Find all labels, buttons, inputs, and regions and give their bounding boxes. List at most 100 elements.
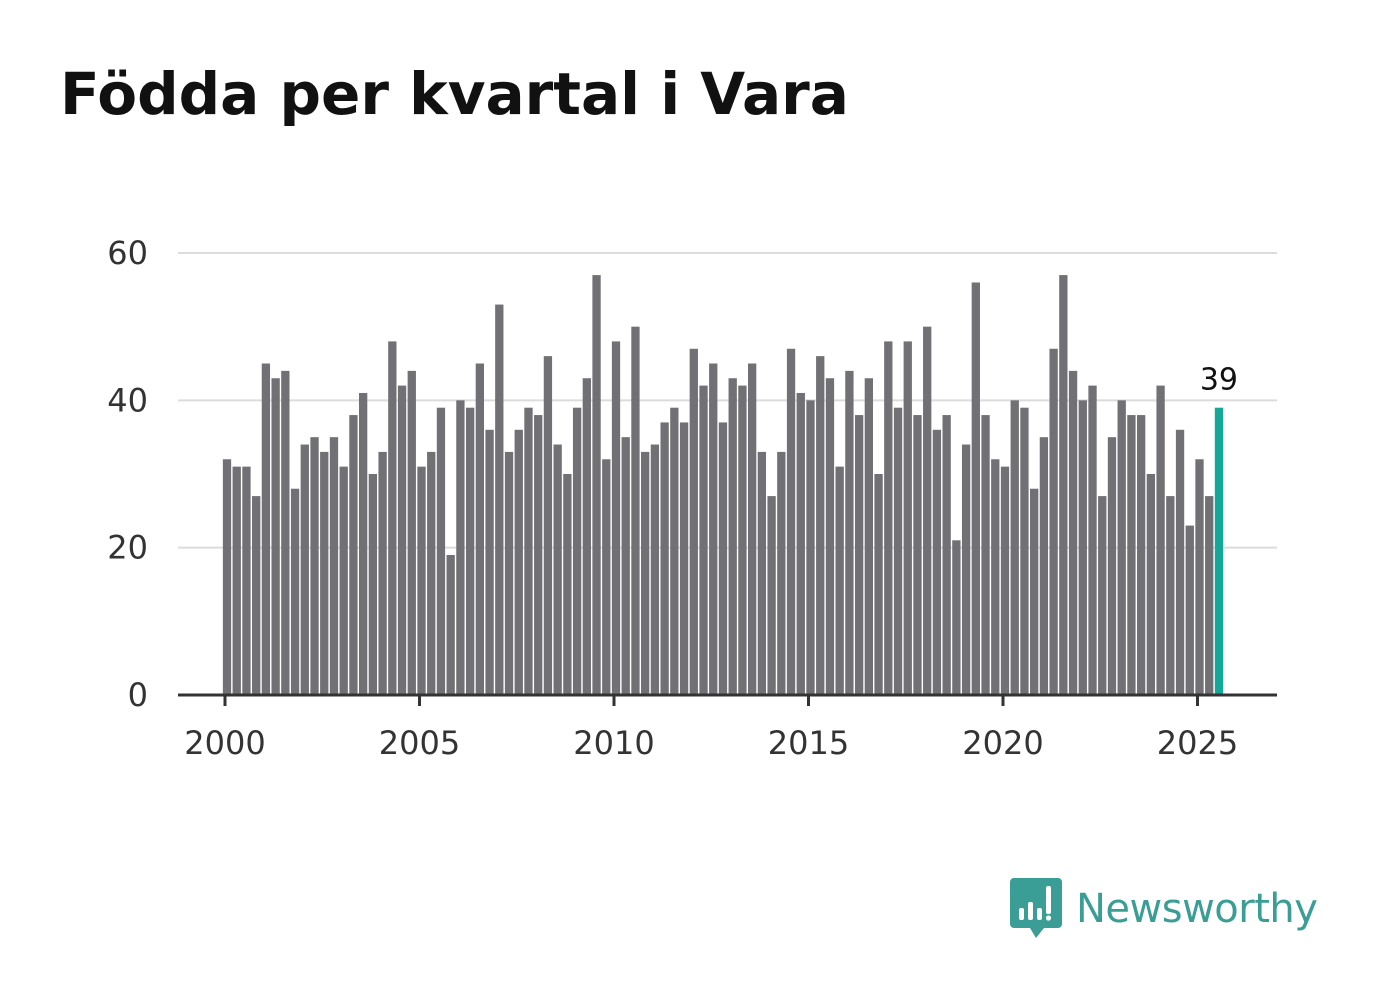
bar (1137, 415, 1146, 695)
bar (1088, 385, 1097, 695)
bar (923, 326, 932, 695)
bar (1020, 407, 1029, 695)
bar (835, 466, 844, 695)
bar (553, 444, 562, 695)
bar (864, 378, 873, 695)
bar (728, 378, 737, 695)
bar (252, 496, 261, 695)
y-tick-label: 20 (107, 529, 148, 567)
bar (932, 429, 942, 695)
bar (378, 451, 387, 695)
bar (874, 474, 883, 695)
bar (1195, 459, 1204, 695)
newsworthy-logo-icon (1010, 878, 1062, 938)
bar (650, 444, 660, 695)
bar (1030, 488, 1039, 695)
bar (903, 341, 912, 695)
bar (543, 356, 553, 695)
bar (261, 363, 271, 695)
bar (816, 356, 825, 695)
bar (767, 496, 776, 695)
bar (1156, 385, 1165, 695)
bar (271, 378, 280, 695)
bar (563, 474, 572, 695)
x-tick-label: 2015 (768, 724, 849, 762)
bar (845, 370, 854, 695)
bar (1185, 525, 1194, 695)
bar (592, 275, 601, 695)
bar (709, 363, 718, 695)
newsworthy-logo: Newsworthy (1010, 878, 1318, 940)
bar (913, 415, 922, 695)
bar (465, 407, 475, 695)
bar (290, 488, 300, 695)
bar (339, 466, 348, 695)
bar (699, 385, 708, 695)
bar (349, 415, 358, 695)
bar (485, 429, 494, 695)
bar (359, 392, 368, 695)
bar (1166, 496, 1175, 695)
bar (329, 437, 339, 695)
bar (300, 444, 309, 695)
data-label-last: 39 (1200, 363, 1238, 398)
bar (582, 378, 591, 695)
bar (397, 385, 407, 695)
bar (572, 407, 582, 695)
bars-group (222, 275, 1224, 695)
bar (417, 466, 426, 695)
bar (1010, 400, 1019, 695)
bar (991, 459, 1000, 695)
x-tick-label: 2005 (379, 724, 460, 762)
bar (427, 451, 436, 695)
brand-name: Newsworthy (1076, 886, 1318, 932)
chart-title: Födda per kvartal i Vara (60, 60, 849, 128)
bar (602, 459, 611, 695)
bar (971, 282, 980, 695)
bar (1000, 466, 1010, 695)
bar (718, 422, 728, 695)
bar (504, 451, 514, 695)
bar (456, 400, 465, 695)
bar (446, 555, 455, 695)
bar (1107, 437, 1117, 695)
bar (320, 451, 329, 695)
bar (388, 341, 397, 695)
bar (1059, 275, 1068, 695)
bar (641, 451, 650, 695)
bar (689, 348, 698, 695)
bar (524, 407, 533, 695)
bar (786, 348, 796, 695)
bar (884, 341, 893, 695)
bar (1127, 415, 1136, 695)
bar (495, 304, 504, 695)
bar (777, 451, 786, 695)
bar (407, 370, 416, 695)
x-tick-label: 2010 (573, 724, 654, 762)
bar (981, 415, 990, 695)
bar (660, 422, 669, 695)
bar (961, 444, 971, 695)
bar (748, 363, 757, 695)
bar (1049, 348, 1058, 695)
bar (825, 378, 835, 695)
bar (854, 415, 864, 695)
bar (942, 415, 951, 695)
bar (1039, 437, 1049, 695)
bar (281, 370, 290, 695)
bar (475, 363, 484, 695)
x-tick-label: 2025 (1157, 724, 1238, 762)
bar (1117, 400, 1126, 695)
bar (670, 407, 679, 695)
bar (222, 459, 232, 695)
bar (1175, 429, 1185, 695)
bar (1068, 370, 1078, 695)
x-tick-label: 2000 (184, 724, 265, 762)
bar (611, 341, 621, 695)
bar (893, 407, 903, 695)
bar (952, 540, 961, 695)
y-tick-label: 0 (128, 676, 148, 714)
bar (514, 429, 523, 695)
x-tick-label: 2020 (962, 724, 1043, 762)
bar (631, 326, 640, 695)
